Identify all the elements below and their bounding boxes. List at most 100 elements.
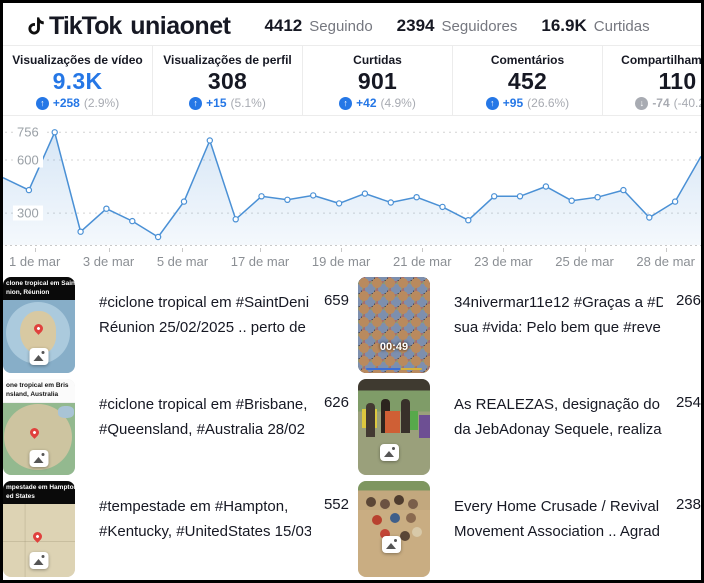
x-axis-tick-label: 28 de mar — [636, 248, 695, 269]
photo-icon — [29, 552, 49, 569]
video-description: 34nivermar11e12 #Graças a #D sua #vida: P… — [454, 290, 663, 376]
stat-card-likes[interactable]: Curtidas 901 ↑ +42 (4.9%) — [303, 46, 453, 115]
video-description-line: #Kentucky, #UnitedStates 15/03 — [99, 523, 311, 540]
x-axis-tick-label: 21 de mar — [393, 248, 452, 269]
photo-icon — [380, 444, 399, 461]
video-item[interactable]: 00:49 34nivermar11e12 #Graças a #D sua #vi… — [355, 274, 701, 376]
video-thumbnail[interactable]: clone tropical em Saint-Dnion, Réunion — [3, 277, 75, 373]
video-description-line: da JebAdonay Sequele, realiza — [454, 421, 662, 438]
profile-stat-followers[interactable]: 2394 Seguidores — [397, 16, 518, 36]
thumbnail-image — [3, 402, 75, 475]
video-description-line: sua #vida: Pelo bem que #reve — [454, 319, 661, 336]
profile-stats: 4412 Seguindo 2394 Seguidores 16.9K Curtidas — [264, 16, 649, 36]
video-views-count: 552 — [323, 496, 349, 513]
thumbnail-image — [358, 379, 430, 475]
stat-card-video-views[interactable]: Visualizações de vídeo 9.3K ↑ +258 (2.9%) — [3, 46, 153, 115]
video-description-line: Every Home Crusade / Revival — [454, 498, 660, 515]
x-axis-tick-label: 17 de mar — [230, 248, 290, 269]
video-description: #tempestade em #Hampton, #Kentucky, #Unit… — [99, 494, 311, 580]
metric-cards: Visualizações de vídeo 9.3K ↑ +258 (2.9%) Vis… — [3, 45, 701, 116]
stat-card-delta: ↑ +15 (5.1%) — [189, 96, 266, 110]
video-item[interactable]: one tropical em Bris nsland, Australia #ci… — [3, 376, 355, 478]
profile-stat-label: Seguindo — [309, 18, 373, 35]
thumbnail-caption-text: clone tropical em Saint-Dnion, Réunion — [3, 277, 75, 300]
profile-stat-label: Seguidores — [441, 18, 518, 35]
video-description-line: 34nivermar11e12 #Graças a #D — [454, 294, 663, 311]
thumbnail-image — [358, 481, 430, 577]
profile-stat-following[interactable]: 4412 Seguindo — [264, 16, 372, 36]
video-duration: 00:49 — [379, 341, 409, 353]
video-description: Every Home Crusade / Revival Movement Ass… — [454, 494, 663, 580]
stat-card-delta-value: +42 — [356, 96, 377, 110]
profile-stat-label: Curtidas — [593, 18, 650, 35]
stat-card-label: Visualizações de vídeo — [12, 53, 143, 67]
video-item[interactable]: As REALEZAS, designação do g da JebAdonay… — [355, 376, 701, 478]
video-thumbnail[interactable] — [358, 379, 430, 475]
video-description-line: Réunion 25/02/2025 .. perto de — [99, 319, 306, 336]
video-views-count: 238 — [675, 496, 701, 513]
thumbnail-caption-text: mpestade em Hampton, Kented States — [3, 481, 75, 504]
arrow-down-icon: ↓ — [635, 96, 649, 110]
profile-stat-value: 2394 — [396, 16, 435, 35]
video-item[interactable]: clone tropical em Saint-Dnion, Réunion #c… — [3, 274, 355, 376]
video-item[interactable]: Every Home Crusade / Revival Movement Ass… — [355, 478, 701, 580]
x-axis-tick-label: 3 de mar — [82, 248, 135, 269]
profile-stat-value: 16.9K — [541, 16, 587, 35]
photo-icon — [382, 536, 401, 553]
thumbnail-image: 00:49 — [358, 277, 430, 373]
video-thumbnail[interactable]: one tropical em Bris nsland, Australia — [3, 379, 75, 475]
map-pin-icon — [32, 321, 45, 335]
tiktok-note-icon — [28, 16, 44, 35]
thumbnail-image — [3, 299, 75, 373]
thumbnail-caption-text: one tropical em Bris nsland, Australia — [3, 379, 75, 403]
thumbnail-decoration — [366, 497, 376, 507]
stat-card-value: 9.3K — [52, 68, 103, 94]
video-views-count: 659 — [323, 292, 349, 309]
app-name: TikTok — [49, 11, 122, 40]
video-thumbnail[interactable] — [358, 481, 430, 577]
x-axis-tick-label: 1 de mar — [9, 248, 61, 269]
stat-card-shares[interactable]: Compartilhamentos110 ↓-74(-40.2%) — [603, 46, 701, 115]
video-description-line: #ciclone tropical em #Brisbane, — [99, 396, 308, 413]
stat-card-delta-value: +95 — [502, 96, 524, 110]
tiktok-logo: TikTok — [23, 11, 122, 41]
photo-icon — [29, 348, 49, 365]
stat-card-delta: ↓-74(-40.2%) — [635, 96, 701, 110]
map-pin-icon — [31, 529, 44, 543]
username: uniaonet — [130, 11, 231, 40]
stat-card-comments[interactable]: Comentários 452 ↑ +95 (26.6%) — [453, 46, 603, 115]
stat-card-label: Compartilhamentos — [621, 53, 701, 67]
video-thumbnail[interactable]: mpestade em Hampton, Kented States — [3, 481, 75, 577]
stat-card-label: Visualizações de perfil — [163, 53, 292, 67]
video-description-line: #Queensland, #Australia 28/02 — [99, 421, 305, 438]
arrow-up-icon: ↑ — [339, 96, 353, 110]
video-description-line: As REALEZAS, designação do g — [454, 396, 663, 413]
stat-card-value: 452 — [507, 68, 548, 94]
thumbnail-decoration — [381, 399, 390, 433]
video-description-line: #tempestade em #Hampton, — [99, 498, 289, 515]
video-views-count: 266 — [675, 292, 701, 309]
video-description-line: Movement Association .. Agrad — [454, 523, 660, 540]
stat-card-value: 308 — [207, 68, 248, 94]
video-thumbnail[interactable]: 00:49 — [358, 277, 430, 373]
arrow-up-icon: ↑ — [189, 96, 203, 110]
stat-card-delta-value: -74 — [652, 96, 670, 110]
chart-x-axis-labels: 1 de mar 3 de mar 5 de mar 17 de mar 19 de m… — [3, 248, 701, 271]
views-chart[interactable]: 756 600 300 — [3, 117, 701, 249]
stat-card-profile-views[interactable]: Visualizações de perfil 308 ↑ +15 (5.1%) — [153, 46, 303, 115]
stat-card-delta: ↑ +258 (2.9%) — [35, 96, 119, 110]
arrow-up-icon: ↑ — [485, 96, 499, 110]
thumbnail-image — [3, 503, 75, 577]
arrow-up-icon: ↑ — [35, 96, 49, 110]
stat-card-label: Curtidas — [353, 53, 402, 67]
stat-card-value: 901 — [357, 68, 398, 94]
profile-stat-value: 4412 — [264, 16, 303, 35]
video-item[interactable]: mpestade em Hampton, Kented States #tempe… — [3, 478, 355, 580]
stat-card-delta-value: +15 — [206, 96, 227, 110]
stat-card-delta: ↑ +42 (4.9%) — [339, 96, 416, 110]
video-description: #ciclone tropical em #Brisbane, #Queensla… — [99, 392, 311, 478]
stat-card-delta-percent: (4.9%) — [380, 96, 416, 110]
profile-stat-likes[interactable]: 16.9K Curtidas — [541, 16, 649, 36]
video-description: #ciclone tropical em #SaintDeni Réunion 2… — [99, 290, 311, 376]
